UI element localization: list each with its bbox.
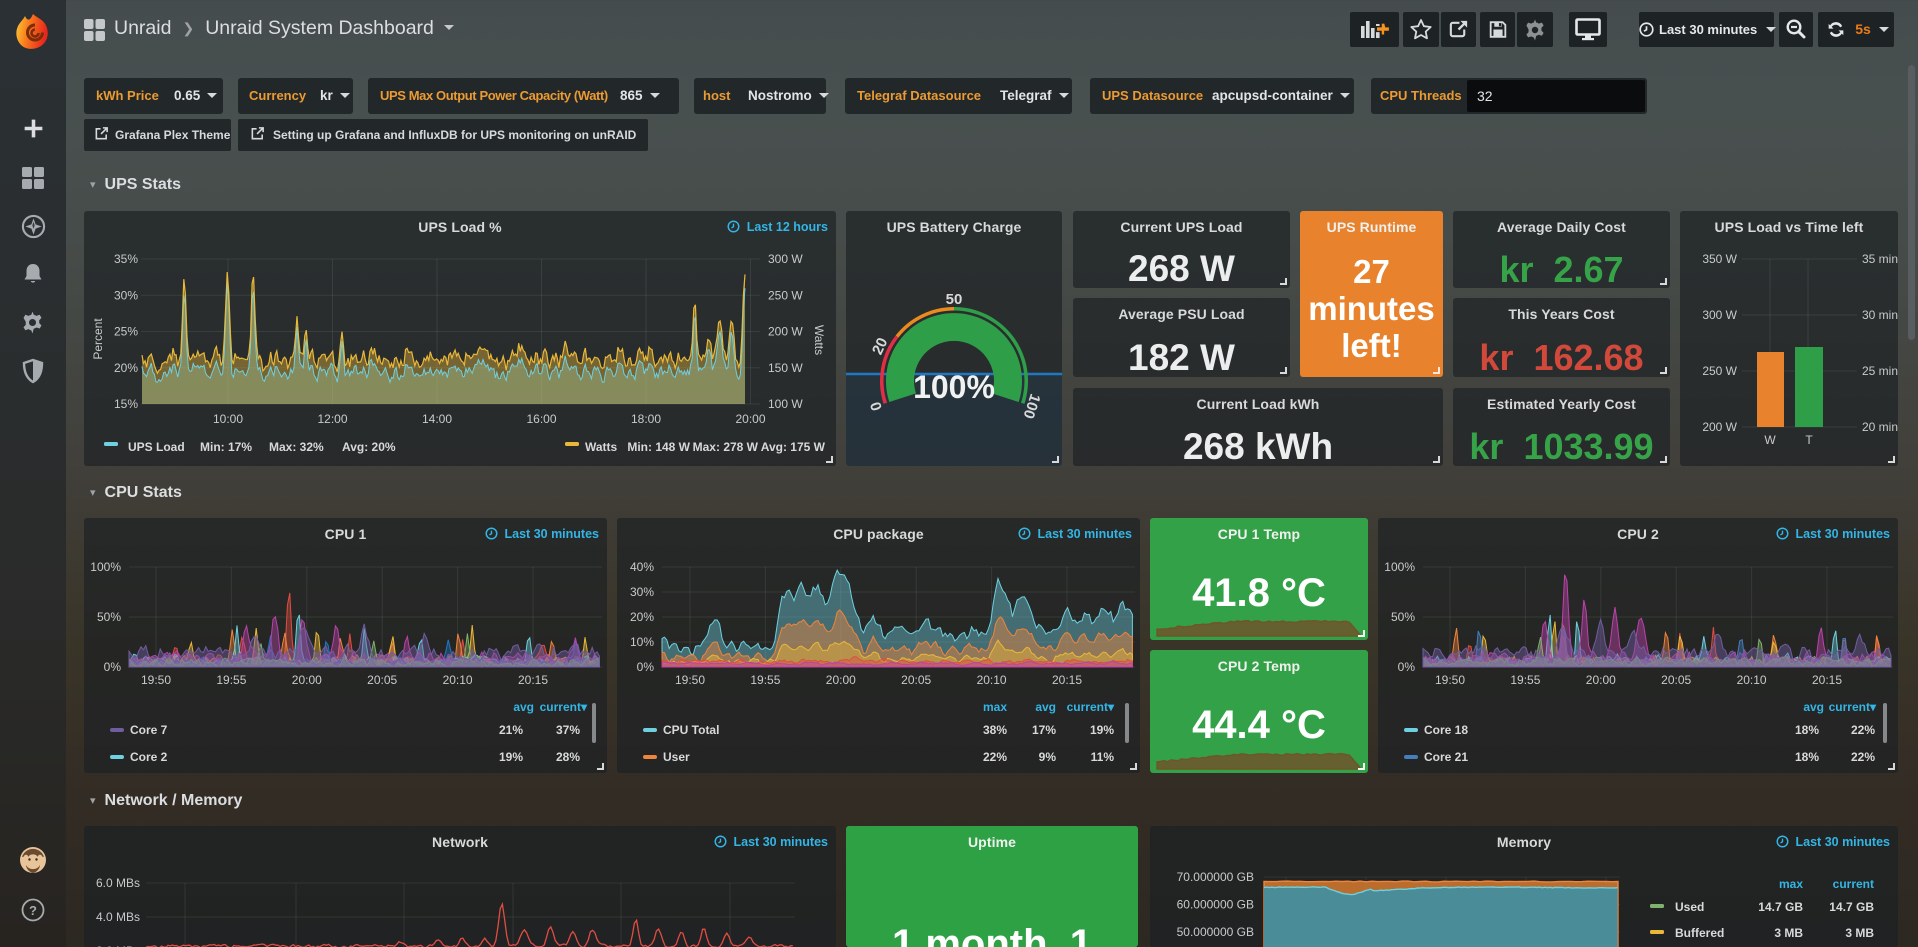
svg-text:0%: 0% xyxy=(1398,660,1416,674)
svg-text:50%: 50% xyxy=(97,610,121,624)
svg-text:2.0 MBs: 2.0 MBs xyxy=(96,944,140,947)
svg-text:150 W: 150 W xyxy=(768,361,803,375)
svg-text:20:05: 20:05 xyxy=(1661,673,1691,687)
svg-text:20:00: 20:00 xyxy=(826,673,856,687)
svg-text:T: T xyxy=(1805,433,1813,447)
svg-text:100 W: 100 W xyxy=(768,397,803,411)
svg-text:20%: 20% xyxy=(630,610,654,624)
svg-text:3 MB: 3 MB xyxy=(1845,926,1874,940)
svg-text:3 MB: 3 MB xyxy=(1774,926,1803,940)
svg-text:Min: 17%: Min: 17% xyxy=(200,440,252,454)
svg-text:50.000000 GB: 50.000000 GB xyxy=(1177,925,1254,939)
svg-text:19:50: 19:50 xyxy=(141,673,171,687)
svg-text:0%: 0% xyxy=(637,660,655,674)
svg-text:Max: 32%: Max: 32% xyxy=(269,440,324,454)
svg-text:Watts: Watts xyxy=(812,325,826,355)
svg-text:20: 20 xyxy=(869,335,891,357)
svg-text:20:10: 20:10 xyxy=(1737,673,1767,687)
svg-text:19:50: 19:50 xyxy=(1435,673,1465,687)
svg-text:100: 100 xyxy=(1020,392,1044,421)
svg-text:200 W: 200 W xyxy=(1702,420,1737,434)
svg-text:30%: 30% xyxy=(114,288,138,302)
svg-text:100%: 100% xyxy=(913,369,995,405)
svg-text:max: max xyxy=(1779,877,1803,891)
svg-text:40%: 40% xyxy=(630,560,654,574)
svg-text:16:00: 16:00 xyxy=(526,412,556,426)
svg-text:19:55: 19:55 xyxy=(750,673,780,687)
svg-text:Avg: 175 W: Avg: 175 W xyxy=(761,440,826,454)
svg-text:18:00: 18:00 xyxy=(631,412,661,426)
svg-text:Used: Used xyxy=(1675,900,1704,914)
svg-text:300 W: 300 W xyxy=(1702,308,1737,322)
svg-text:14.7 GB: 14.7 GB xyxy=(1829,900,1874,914)
svg-text:25 min: 25 min xyxy=(1862,364,1898,378)
svg-text:350 W: 350 W xyxy=(1702,252,1737,266)
svg-text:60.000000 GB: 60.000000 GB xyxy=(1177,898,1254,912)
svg-text:12:00: 12:00 xyxy=(317,412,347,426)
svg-text:19:50: 19:50 xyxy=(675,673,705,687)
svg-text:20:15: 20:15 xyxy=(1812,673,1842,687)
svg-text:10:00: 10:00 xyxy=(213,412,243,426)
svg-text:current: current xyxy=(1833,877,1874,891)
svg-text:Avg: 20%: Avg: 20% xyxy=(342,440,396,454)
svg-text:Percent: Percent xyxy=(91,318,105,360)
svg-text:20:10: 20:10 xyxy=(977,673,1007,687)
svg-text:20:00: 20:00 xyxy=(1586,673,1616,687)
svg-text:250 W: 250 W xyxy=(1702,364,1737,378)
svg-text:30 min: 30 min xyxy=(1862,308,1898,322)
svg-text:200 W: 200 W xyxy=(768,325,803,339)
svg-text:20:00: 20:00 xyxy=(735,412,765,426)
svg-text:20 min: 20 min xyxy=(1862,420,1898,434)
svg-text:4.0 MBs: 4.0 MBs xyxy=(96,910,140,924)
svg-text:14:00: 14:00 xyxy=(422,412,452,426)
svg-text:0%: 0% xyxy=(104,660,122,674)
svg-text:UPS Load: UPS Load xyxy=(128,440,185,454)
svg-text:50: 50 xyxy=(946,291,963,308)
svg-text:100%: 100% xyxy=(1384,560,1415,574)
svg-text:6.0 MBs: 6.0 MBs xyxy=(96,876,140,890)
svg-text:20:15: 20:15 xyxy=(518,673,548,687)
svg-text:19:55: 19:55 xyxy=(216,673,246,687)
svg-text:50%: 50% xyxy=(1391,610,1415,624)
svg-text:70.000000 GB: 70.000000 GB xyxy=(1177,870,1254,884)
svg-text:Min: 148 W: Min: 148 W xyxy=(627,440,690,454)
svg-text:14.7 GB: 14.7 GB xyxy=(1758,900,1803,914)
svg-text:30%: 30% xyxy=(630,585,654,599)
svg-text:100%: 100% xyxy=(90,560,121,574)
svg-text:35%: 35% xyxy=(114,252,138,266)
svg-text:250 W: 250 W xyxy=(768,288,803,302)
svg-text:20:00: 20:00 xyxy=(292,673,322,687)
svg-text:10%: 10% xyxy=(630,635,654,649)
svg-text:Watts: Watts xyxy=(585,440,618,454)
svg-text:20:15: 20:15 xyxy=(1052,673,1082,687)
svg-text:25%: 25% xyxy=(114,325,138,339)
svg-text:300 W: 300 W xyxy=(768,252,803,266)
svg-text:W: W xyxy=(1764,433,1776,447)
svg-text:?: ? xyxy=(29,903,37,918)
svg-text:Max: 278 W: Max: 278 W xyxy=(693,440,759,454)
svg-text:15%: 15% xyxy=(114,397,138,411)
svg-text:20%: 20% xyxy=(114,361,138,375)
svg-text:20:05: 20:05 xyxy=(367,673,397,687)
svg-text:19:55: 19:55 xyxy=(1510,673,1540,687)
svg-text:35 min: 35 min xyxy=(1862,252,1898,266)
svg-text:20:10: 20:10 xyxy=(443,673,473,687)
svg-text:Buffered: Buffered xyxy=(1675,926,1724,940)
svg-text:20:05: 20:05 xyxy=(901,673,931,687)
